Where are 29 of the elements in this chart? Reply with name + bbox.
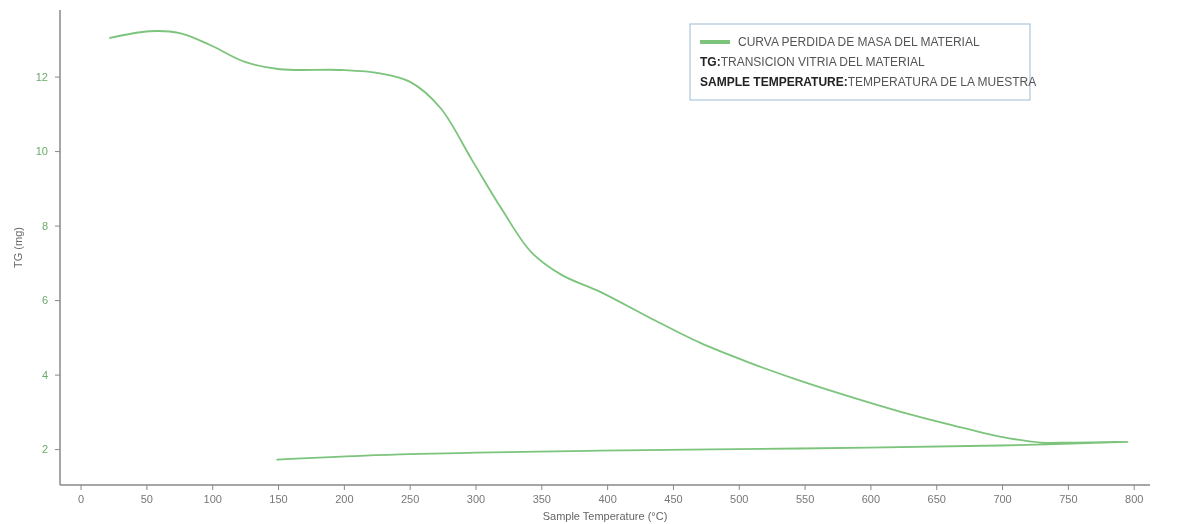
y-tick-label: 10 <box>35 145 48 158</box>
y-axis-title: TG (mg) <box>12 227 24 268</box>
x-tick-label: 800 <box>1125 493 1144 505</box>
x-tick-label: 200 <box>335 493 354 505</box>
y-tick-label: 2 <box>41 443 48 456</box>
x-tick-label: 50 <box>140 493 154 505</box>
legend-label: CURVA PERDIDA DE MASA DEL MATERIAL <box>738 35 980 50</box>
annotation: TG:TRANSICION VITRIA DEL MATERIAL <box>700 55 926 70</box>
y-tick-label: 8 <box>41 219 48 232</box>
x-tick-label: 250 <box>400 493 420 505</box>
x-tick-label: 100 <box>203 493 222 505</box>
y-tick-label: 6 <box>41 294 48 307</box>
x-tick-label: 600 <box>861 493 881 505</box>
x-tick-label: 0 <box>78 493 85 505</box>
x-tick-label: 550 <box>795 493 815 505</box>
x-tick-label: 350 <box>532 493 551 505</box>
x-tick-label: 650 <box>927 493 946 505</box>
x-tick-label: 450 <box>664 493 683 505</box>
x-tick-label: 700 <box>993 493 1012 505</box>
x-tick-label: 150 <box>269 493 288 505</box>
annotation: SAMPLE TEMPERATURE:TEMPERATURA DE LA MUESTRA <box>700 75 1037 90</box>
y-tick-label: 4 <box>41 368 48 381</box>
x-tick-label: 400 <box>598 493 617 505</box>
x-axis-title: Sample Temperature (°C) <box>542 510 668 522</box>
x-tick-label: 500 <box>730 493 749 505</box>
line-series <box>109 30 1129 461</box>
x-tick-label: 300 <box>466 493 486 505</box>
x-tick-label: 750 <box>1059 493 1078 505</box>
y-tick-label: 12 <box>35 70 48 83</box>
